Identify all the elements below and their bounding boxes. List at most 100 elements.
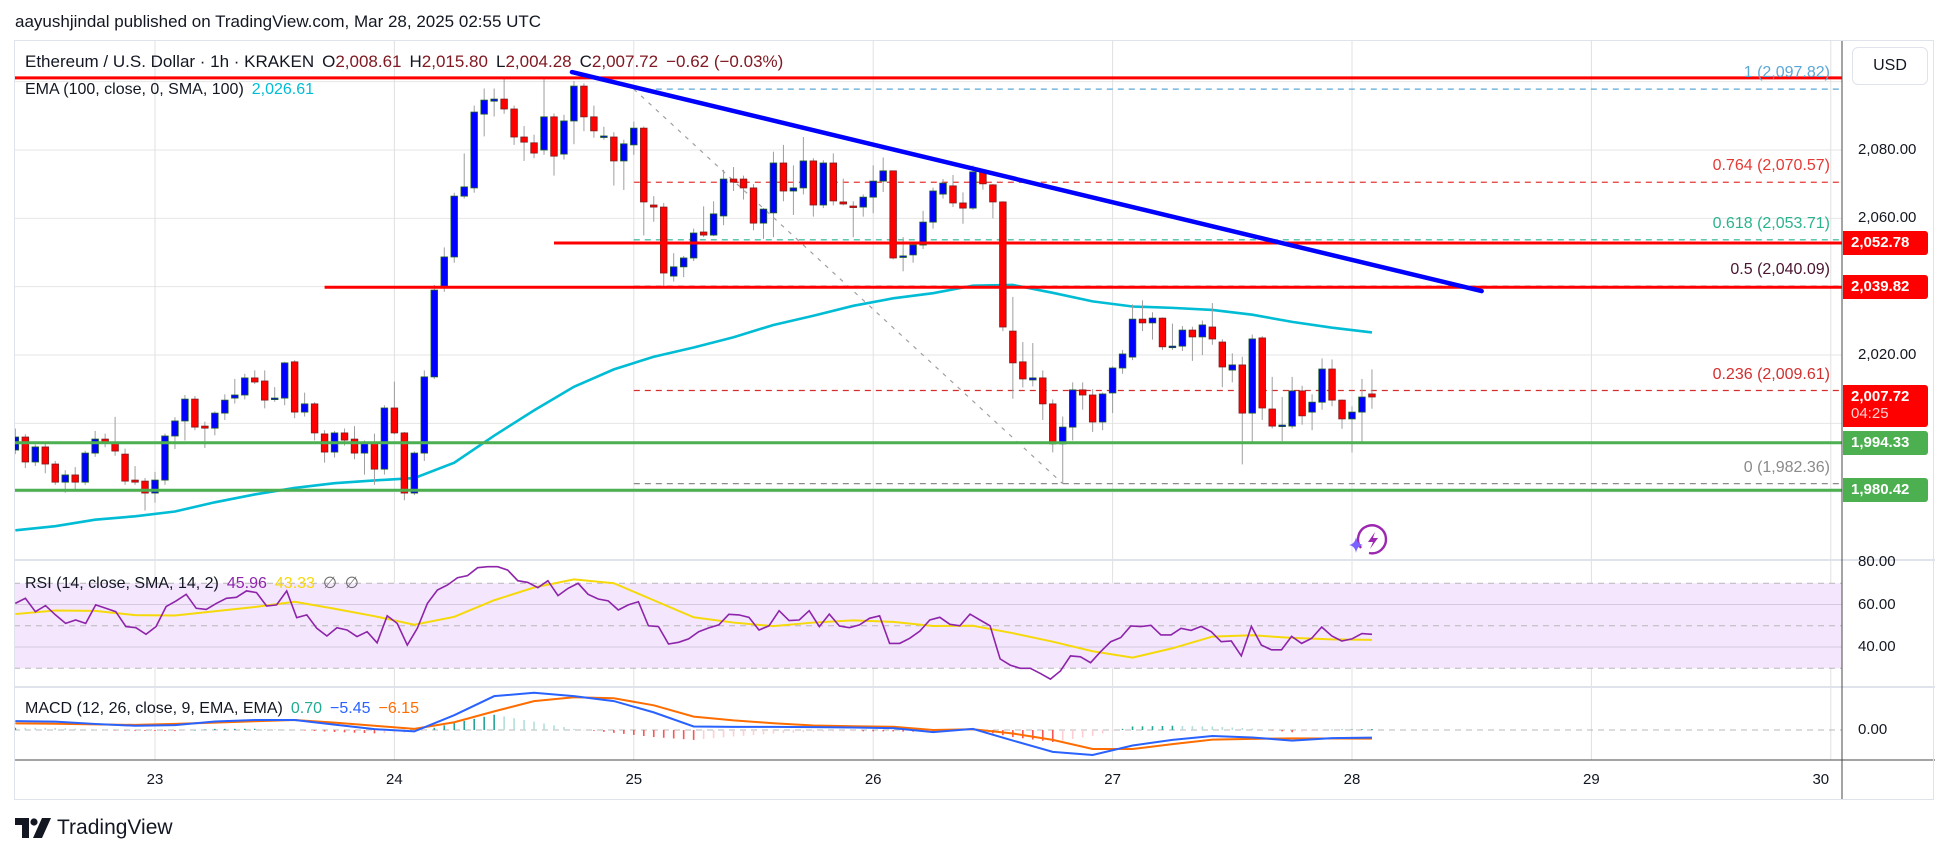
- candle[interactable]: [550, 113, 558, 176]
- candle[interactable]: [849, 201, 857, 238]
- candle[interactable]: [590, 105, 598, 138]
- candle[interactable]: [181, 394, 189, 441]
- candle[interactable]: [1358, 378, 1366, 442]
- candle[interactable]: [191, 396, 199, 431]
- candle[interactable]: [1238, 356, 1246, 465]
- candle[interactable]: [251, 370, 259, 385]
- symbol-title[interactable]: Ethereum / U.S. Dollar · 1h · KRAKEN: [25, 52, 315, 71]
- candle[interactable]: [889, 170, 897, 260]
- candle[interactable]: [650, 196, 658, 222]
- candle[interactable]: [31, 444, 39, 467]
- candle[interactable]: [1108, 366, 1117, 414]
- currency-button[interactable]: USD: [1852, 47, 1928, 85]
- price-tag[interactable]: 1,994.33: [1843, 430, 1928, 455]
- candle[interactable]: [1308, 394, 1316, 431]
- candle[interactable]: [839, 178, 847, 206]
- candle[interactable]: [610, 132, 618, 186]
- candle[interactable]: [749, 184, 758, 231]
- candle[interactable]: [51, 460, 59, 485]
- candle[interactable]: [1158, 317, 1167, 350]
- candle[interactable]: [869, 165, 877, 214]
- candle[interactable]: [1019, 342, 1027, 388]
- candle[interactable]: [1178, 325, 1187, 351]
- candle[interactable]: [211, 411, 219, 436]
- candle[interactable]: [709, 201, 718, 237]
- candle[interactable]: [1009, 296, 1017, 399]
- candle[interactable]: [1078, 382, 1087, 410]
- candle[interactable]: [630, 121, 638, 155]
- candle[interactable]: [290, 360, 299, 419]
- candle[interactable]: [999, 201, 1007, 332]
- candle[interactable]: [1228, 353, 1236, 383]
- macd-legend[interactable]: MACD (12, 26, close, 9, EMA, EMA) 0.70 −5.…: [25, 700, 419, 718]
- candle[interactable]: [1258, 336, 1266, 420]
- candle[interactable]: [1148, 312, 1157, 340]
- candle[interactable]: [600, 126, 608, 140]
- candle[interactable]: [779, 144, 788, 202]
- candle[interactable]: [819, 160, 828, 209]
- candle[interactable]: [660, 202, 668, 289]
- candle[interactable]: [1218, 339, 1227, 388]
- candle[interactable]: [540, 78, 548, 155]
- candle[interactable]: [670, 253, 678, 282]
- candle[interactable]: [769, 151, 778, 238]
- candle[interactable]: [420, 370, 429, 461]
- candle[interactable]: [231, 378, 239, 404]
- tradingview-logo[interactable]: TradingView: [15, 816, 173, 840]
- candle[interactable]: [520, 126, 528, 161]
- candle[interactable]: [560, 114, 568, 160]
- candle[interactable]: [1029, 343, 1037, 387]
- candle[interactable]: [1288, 376, 1296, 429]
- macd-pane[interactable]: [14, 691, 1842, 756]
- candle[interactable]: [1208, 303, 1217, 345]
- ema-legend[interactable]: EMA (100, close, 0, SMA, 100) 2,026.61: [25, 81, 314, 99]
- candle[interactable]: [241, 373, 249, 400]
- candle[interactable]: [1278, 397, 1286, 442]
- candle[interactable]: [859, 194, 867, 217]
- candle[interactable]: [221, 394, 229, 420]
- candle[interactable]: [1328, 359, 1336, 407]
- candle[interactable]: [789, 165, 798, 215]
- candle[interactable]: [1368, 369, 1376, 409]
- candle[interactable]: [270, 387, 279, 402]
- candle[interactable]: [410, 451, 419, 496]
- candle[interactable]: [261, 370, 269, 409]
- candle[interactable]: [1348, 406, 1356, 453]
- candle[interactable]: [121, 448, 129, 485]
- candle[interactable]: [1138, 300, 1147, 332]
- candle[interactable]: [689, 228, 698, 262]
- candle[interactable]: [21, 434, 30, 469]
- candle[interactable]: [699, 206, 708, 238]
- candle[interactable]: [1338, 399, 1346, 429]
- candle[interactable]: [310, 402, 319, 441]
- candle[interactable]: [1168, 323, 1177, 350]
- bearish-trend-line[interactable]: [569, 69, 1484, 294]
- candle[interactable]: [959, 192, 967, 224]
- price-tag[interactable]: 2,052.78: [1843, 231, 1928, 255]
- candle[interactable]: [390, 381, 399, 435]
- candle[interactable]: [719, 169, 728, 226]
- candle[interactable]: [450, 192, 458, 263]
- candle[interactable]: [829, 153, 837, 206]
- candle[interactable]: [809, 158, 818, 217]
- candle[interactable]: [380, 405, 389, 475]
- candle[interactable]: [1088, 389, 1097, 432]
- rsi-legend[interactable]: RSI (14, close, SMA, 14, 2) 45.96 43.33 ∅ ∅: [25, 573, 359, 593]
- candle[interactable]: [949, 174, 957, 208]
- candle[interactable]: [580, 83, 588, 132]
- candle[interactable]: [500, 77, 508, 114]
- candle[interactable]: [1318, 358, 1326, 410]
- candle[interactable]: [1128, 304, 1137, 361]
- candle[interactable]: [909, 242, 917, 263]
- candle[interactable]: [141, 478, 149, 511]
- candle[interactable]: [879, 157, 887, 193]
- candle[interactable]: [620, 139, 628, 190]
- candle[interactable]: [480, 88, 488, 137]
- lightning-assistant-icon[interactable]: [1349, 524, 1388, 555]
- candle[interactable]: [71, 467, 79, 490]
- candle[interactable]: [1248, 334, 1256, 444]
- price-tag[interactable]: 2,039.82: [1843, 275, 1928, 300]
- candle[interactable]: [41, 441, 49, 474]
- candle[interactable]: [460, 153, 468, 199]
